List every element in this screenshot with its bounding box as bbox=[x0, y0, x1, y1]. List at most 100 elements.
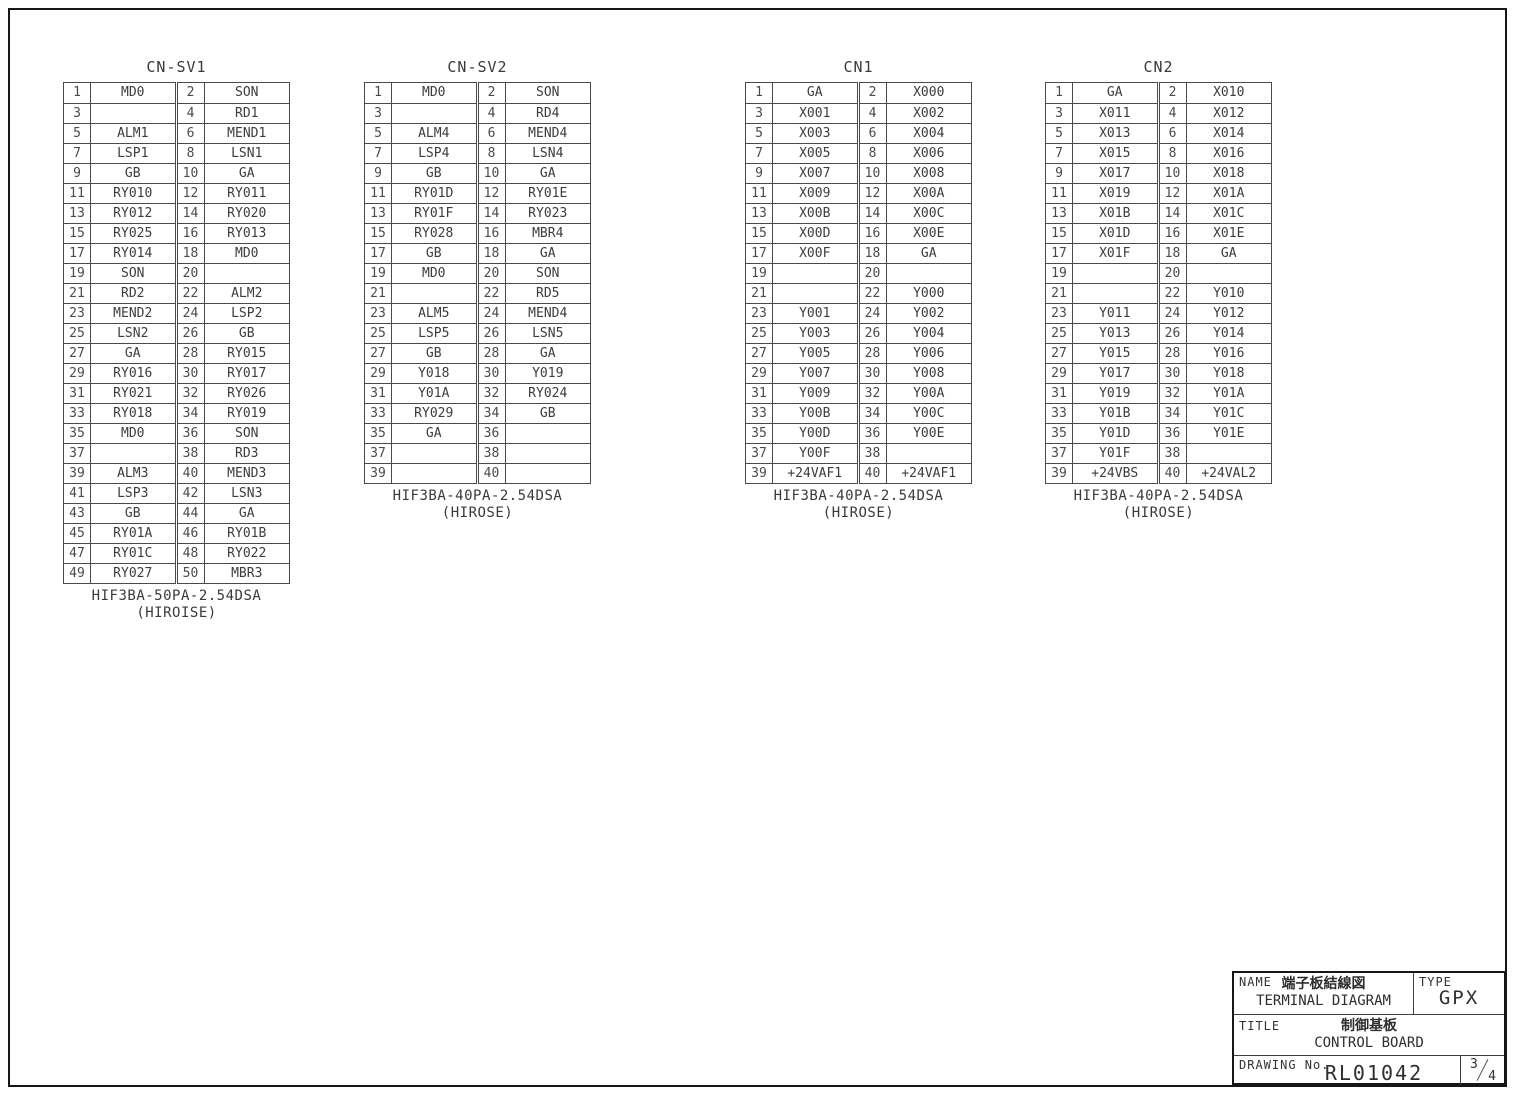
signal-name-cell: RY020 bbox=[204, 203, 289, 223]
signal-name-cell: X011 bbox=[1073, 103, 1157, 123]
pin-number-cell: 32 bbox=[478, 383, 506, 403]
connector-table-cn1: CN1 1 GA 3 X001 5 X003 7 X005 9 X007 11 X009 13 X00B 1… bbox=[745, 58, 972, 522]
signal-name-cell: X00B bbox=[773, 203, 857, 223]
pin-number-cell: 11 bbox=[365, 183, 392, 203]
signal-name-cell: RY022 bbox=[204, 543, 289, 563]
connector-table-cn2: CN2 1 GA 3 X011 5 X013 7 X015 9 X017 11 X019 13 X01B 1… bbox=[1045, 58, 1272, 522]
signal-name-cell: LSP5 bbox=[392, 323, 476, 343]
pin-number-cell: 37 bbox=[746, 443, 773, 463]
pin-number-cell: 21 bbox=[64, 283, 91, 303]
pin-number-cell: 36 bbox=[1159, 423, 1187, 443]
signal-name-cell: MD0 bbox=[204, 243, 289, 263]
pin-number-cell: 7 bbox=[64, 143, 91, 163]
signal-name-cell: ALM1 bbox=[91, 123, 175, 143]
signal-name-cell: +24VBS bbox=[1073, 463, 1157, 483]
pin-number-cell: 40 bbox=[177, 463, 205, 483]
part-number: HIF3BA-40PA-2.54DSA bbox=[392, 488, 563, 504]
signal-name-cell: Y012 bbox=[1186, 303, 1271, 323]
signal-name-cell: Y001 bbox=[773, 303, 857, 323]
signal-name-cell: RY017 bbox=[204, 363, 289, 383]
signal-name-cell: Y00E bbox=[886, 423, 971, 443]
pin-number-cell: 28 bbox=[1159, 343, 1187, 363]
pin-number-cell: 26 bbox=[177, 323, 205, 343]
signal-name-cell: RY023 bbox=[505, 203, 590, 223]
signal-name-cell: X019 bbox=[1073, 183, 1157, 203]
title-cell: TITLE 制御基板 CONTROL BOARD bbox=[1234, 1017, 1504, 1056]
signal-name-cell: GA bbox=[91, 343, 175, 363]
pin-number-cell: 23 bbox=[1046, 303, 1073, 323]
type-label: TYPE bbox=[1419, 975, 1452, 989]
sheet-number-numerator: 3 bbox=[1470, 1057, 1478, 1072]
signal-name-cell: SON bbox=[505, 263, 590, 283]
connector-title: CN-SV1 bbox=[146, 58, 207, 76]
signal-name-cell: ALM2 bbox=[204, 283, 289, 303]
title-value-japanese: 制御基板 bbox=[1341, 1018, 1397, 1034]
connector-part-caption: HIF3BA-40PA-2.54DSA (HIROSE) bbox=[364, 488, 591, 522]
pin-number-cell: 32 bbox=[177, 383, 205, 403]
signal-name-cell bbox=[392, 103, 476, 123]
part-number: HIF3BA-40PA-2.54DSA bbox=[773, 488, 944, 504]
pinout-right-half: 2 SON 4 RD4 6 MEND4 8 LSN4 10 GA 12 RY01E 14 RY023 16 M… bbox=[477, 82, 591, 484]
signal-name-cell: MEND2 bbox=[91, 303, 175, 323]
signal-name-cell: GA bbox=[806, 85, 823, 100]
pin-number-cell: 24 bbox=[859, 303, 887, 323]
pin-number-cell: 38 bbox=[1159, 443, 1187, 463]
signal-name-cell: Y013 bbox=[1073, 323, 1157, 343]
title-block-row-drawing: DRAWING No. RL01042 3 4 bbox=[1234, 1056, 1504, 1085]
pin-number-cell: 2 bbox=[860, 83, 887, 103]
signal-name-cell: X017 bbox=[1073, 163, 1157, 183]
signal-name-cell: LSN5 bbox=[505, 323, 590, 343]
signal-name-cell bbox=[1186, 443, 1271, 463]
signal-name-cell: GA bbox=[505, 343, 590, 363]
drawing-number-label: DRAWING No. bbox=[1239, 1058, 1330, 1072]
signal-name-cell: X010 bbox=[1213, 85, 1245, 100]
pin-number-cell: 28 bbox=[478, 343, 506, 363]
pin-number-cell: 40 bbox=[478, 463, 506, 483]
signal-name-cell: GA bbox=[505, 243, 590, 263]
signal-name-cell: GB bbox=[392, 163, 476, 183]
signal-name-cell: SON bbox=[91, 263, 175, 283]
signal-name-cell: Y01C bbox=[1186, 403, 1271, 423]
pin-number-cell: 15 bbox=[64, 223, 91, 243]
pin-number-cell: 6 bbox=[859, 123, 887, 143]
pin-number-cell: 31 bbox=[64, 383, 91, 403]
pin-number-cell: 13 bbox=[365, 203, 392, 223]
signal-name-cell: X000 bbox=[913, 85, 945, 100]
pin-number-cell: 25 bbox=[746, 323, 773, 343]
pin-number-cell: 38 bbox=[478, 443, 506, 463]
signal-name-cell: X016 bbox=[1186, 143, 1271, 163]
connector-title: CN-SV2 bbox=[447, 58, 508, 76]
signal-name-cell: Y008 bbox=[886, 363, 971, 383]
pin-number-cell: 49 bbox=[64, 563, 91, 583]
pin-number-cell: 37 bbox=[1046, 443, 1073, 463]
signal-name-cell: RY016 bbox=[91, 363, 175, 383]
signal-name-cell: Y006 bbox=[886, 343, 971, 363]
signal-name-cell: X018 bbox=[1186, 163, 1271, 183]
signal-name-cell: X003 bbox=[773, 123, 857, 143]
pin-number-cell: 23 bbox=[746, 303, 773, 323]
part-number: HIF3BA-40PA-2.54DSA bbox=[1073, 488, 1244, 504]
pin-number-cell: 3 bbox=[64, 103, 91, 123]
pin-number-cell: 14 bbox=[478, 203, 506, 223]
title-value-english: CONTROL BOARD bbox=[1314, 1035, 1424, 1051]
signal-name-cell: GB bbox=[392, 343, 476, 363]
pin-number-cell: 33 bbox=[746, 403, 773, 423]
pin-number-cell: 39 bbox=[746, 463, 773, 483]
pin-number-cell: 9 bbox=[64, 163, 91, 183]
signal-name-cell: RY013 bbox=[204, 223, 289, 243]
signal-name-cell: RY019 bbox=[204, 403, 289, 423]
pin-number-cell: 29 bbox=[64, 363, 91, 383]
pin-number-cell: 2 bbox=[479, 83, 506, 103]
pin-number-cell: 11 bbox=[746, 183, 773, 203]
pin-number-cell: 17 bbox=[1046, 243, 1073, 263]
pin-number-cell: 28 bbox=[859, 343, 887, 363]
signal-name-cell: X005 bbox=[773, 143, 857, 163]
pin-number-cell: 15 bbox=[1046, 223, 1073, 243]
connector-title: CN2 bbox=[1143, 58, 1174, 76]
signal-name-cell: GA bbox=[505, 163, 590, 183]
pin-number-cell: 33 bbox=[64, 403, 91, 423]
signal-name-cell: RD1 bbox=[204, 103, 289, 123]
signal-name-cell: RY029 bbox=[392, 403, 476, 423]
sheet-number-denominator: 4 bbox=[1488, 1069, 1496, 1084]
pin-number-cell: 5 bbox=[365, 123, 392, 143]
